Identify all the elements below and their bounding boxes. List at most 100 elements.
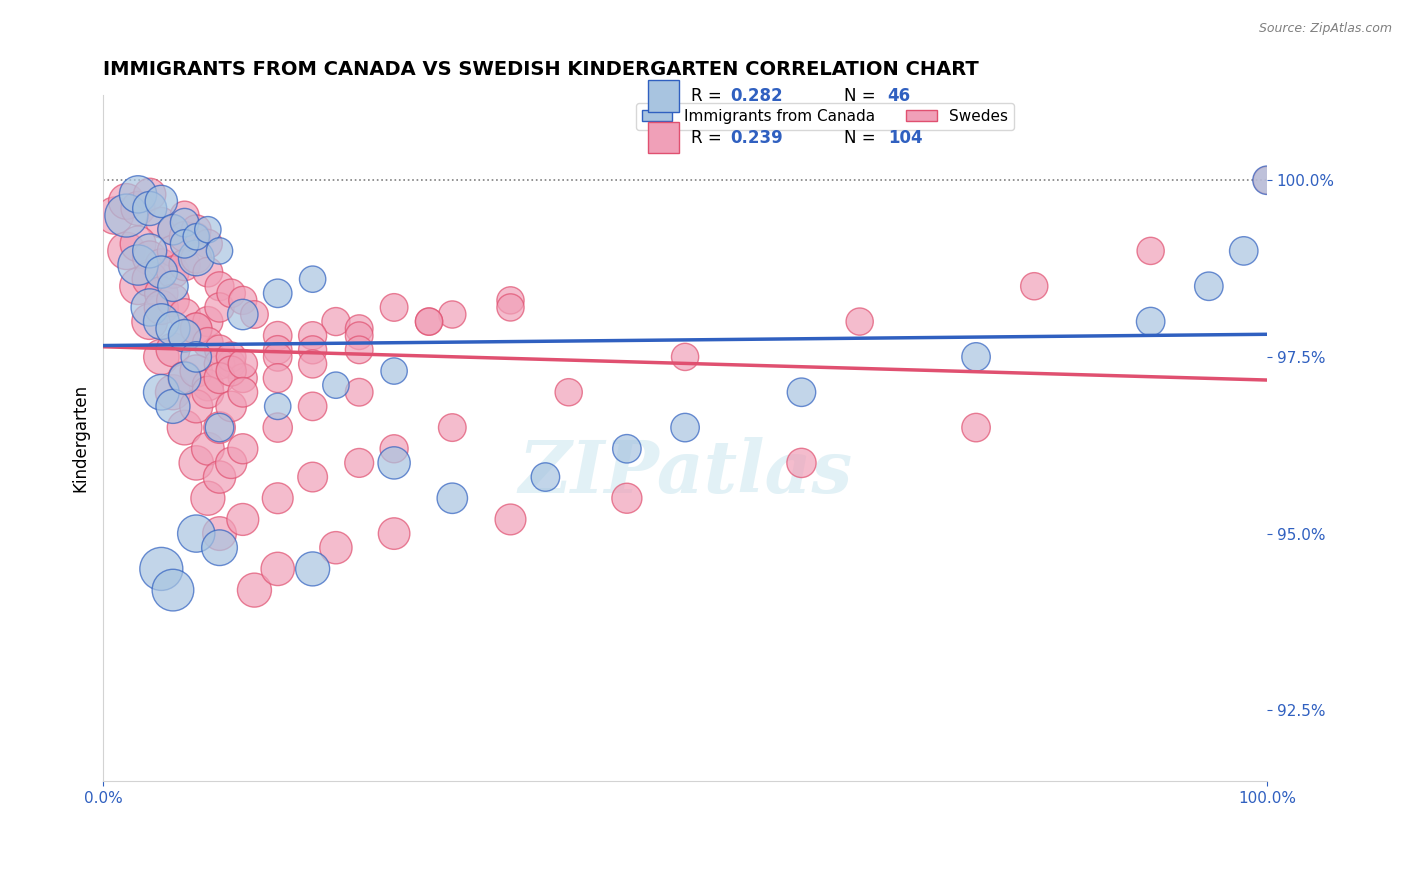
Point (162, 583, 184, 598)
Text: R =: R = (690, 87, 727, 105)
Bar (648, 80, 679, 112)
Point (790, 385, 813, 400)
Point (534, 470, 557, 484)
Point (173, 371, 195, 385)
Point (441, 420, 464, 434)
Point (418, 315, 440, 329)
Point (138, 187, 160, 202)
Point (127, 202, 149, 216)
Point (301, 357, 323, 371)
Point (441, 308, 464, 322)
Y-axis label: Kindergarten: Kindergarten (72, 384, 89, 492)
Point (208, 526, 231, 541)
Point (173, 308, 195, 322)
Point (499, 293, 522, 308)
Point (208, 279, 231, 293)
Point (127, 279, 149, 293)
Point (267, 371, 290, 385)
Point (197, 442, 219, 456)
Point (219, 400, 242, 414)
Point (219, 286, 242, 301)
Point (197, 315, 219, 329)
Point (150, 301, 173, 315)
Point (616, 442, 638, 456)
Point (162, 223, 184, 237)
Point (232, 385, 254, 400)
Point (162, 244, 184, 258)
Point (441, 491, 464, 506)
Point (267, 562, 290, 576)
Point (150, 350, 173, 364)
Point (150, 286, 173, 301)
Point (162, 385, 184, 400)
Point (162, 400, 184, 414)
Point (208, 470, 231, 484)
Point (267, 286, 290, 301)
Point (162, 343, 184, 357)
Point (150, 216, 173, 230)
Point (186, 400, 208, 414)
Point (162, 279, 184, 293)
Point (197, 265, 219, 279)
Point (150, 562, 173, 576)
Point (965, 420, 987, 434)
Point (1024, 279, 1046, 293)
Point (325, 541, 347, 555)
Text: N =: N = (845, 129, 882, 147)
Point (267, 420, 290, 434)
Point (186, 223, 208, 237)
Point (418, 315, 440, 329)
Point (347, 328, 370, 343)
Point (232, 308, 254, 322)
Point (232, 293, 254, 308)
Point (1198, 279, 1220, 293)
Point (232, 371, 254, 385)
Bar (648, 122, 679, 153)
Point (173, 371, 195, 385)
Text: 0.282: 0.282 (730, 87, 783, 105)
Point (173, 209, 195, 223)
Text: 0.239: 0.239 (730, 129, 783, 147)
Point (208, 301, 231, 315)
Point (301, 343, 323, 357)
Point (115, 209, 138, 223)
Point (232, 512, 254, 526)
Point (115, 194, 138, 209)
Point (790, 456, 813, 470)
Text: ZIPatlas: ZIPatlas (517, 437, 852, 508)
Point (150, 385, 173, 400)
Point (616, 491, 638, 506)
Point (219, 456, 242, 470)
Point (347, 321, 370, 335)
Point (138, 315, 160, 329)
Point (208, 420, 231, 434)
Point (186, 251, 208, 265)
Text: IMMIGRANTS FROM CANADA VS SWEDISH KINDERGARTEN CORRELATION CHART: IMMIGRANTS FROM CANADA VS SWEDISH KINDER… (103, 60, 979, 78)
Point (382, 301, 405, 315)
Point (232, 357, 254, 371)
Text: N =: N = (845, 87, 882, 105)
Point (173, 328, 195, 343)
Point (186, 251, 208, 265)
Point (499, 512, 522, 526)
Point (186, 526, 208, 541)
Point (150, 315, 173, 329)
Point (267, 328, 290, 343)
Point (301, 272, 323, 286)
Point (243, 308, 266, 322)
Point (173, 328, 195, 343)
Point (127, 258, 149, 272)
Point (197, 385, 219, 400)
Point (197, 378, 219, 392)
Point (162, 321, 184, 335)
Point (301, 328, 323, 343)
Point (197, 223, 219, 237)
Point (382, 456, 405, 470)
Point (127, 236, 149, 251)
Text: Source: ZipAtlas.com: Source: ZipAtlas.com (1258, 22, 1392, 36)
Point (848, 315, 870, 329)
Point (557, 385, 579, 400)
Point (138, 244, 160, 258)
Point (382, 364, 405, 378)
Point (208, 244, 231, 258)
